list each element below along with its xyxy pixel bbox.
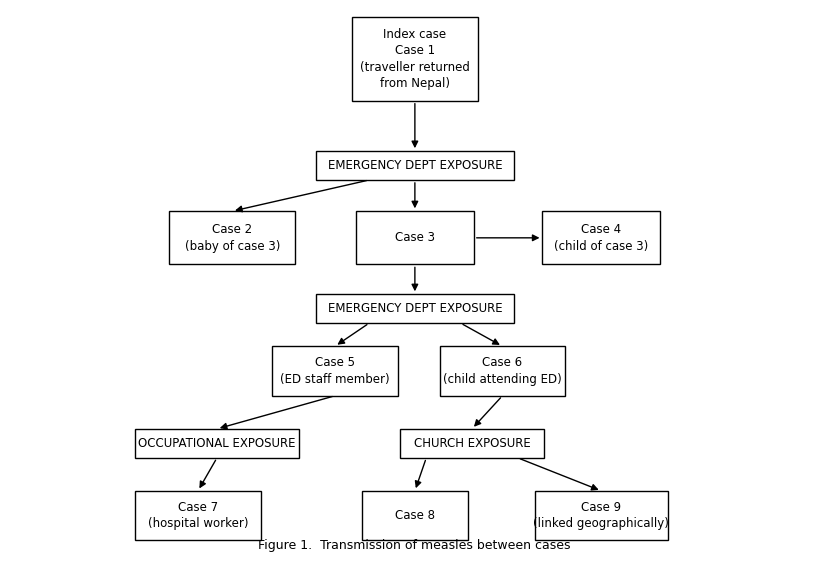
- Bar: [534, 491, 667, 540]
- Text: Figure 1.  Transmission of measles between cases: Figure 1. Transmission of measles betwee…: [258, 539, 570, 552]
- Text: Case 6
(child attending ED): Case 6 (child attending ED): [442, 356, 561, 386]
- Bar: [135, 429, 298, 458]
- Text: Case 2
(baby of case 3): Case 2 (baby of case 3): [185, 223, 280, 252]
- Bar: [169, 211, 295, 264]
- Text: Case 3: Case 3: [394, 231, 435, 244]
- Bar: [542, 211, 660, 264]
- Bar: [352, 17, 477, 101]
- Bar: [355, 211, 474, 264]
- Text: EMERGENCY DEPT EXPOSURE: EMERGENCY DEPT EXPOSURE: [327, 302, 502, 315]
- Text: Index case
Case 1
(traveller returned
from Nepal): Index case Case 1 (traveller returned fr…: [359, 28, 469, 90]
- Text: Case 9
(linked geographically): Case 9 (linked geographically): [532, 501, 668, 530]
- Bar: [361, 491, 468, 540]
- Bar: [272, 346, 397, 396]
- Text: Case 8: Case 8: [394, 509, 435, 522]
- Text: OCCUPATIONAL EXPOSURE: OCCUPATIONAL EXPOSURE: [138, 437, 296, 450]
- Text: CHURCH EXPOSURE: CHURCH EXPOSURE: [413, 437, 530, 450]
- Text: Case 7
(hospital worker): Case 7 (hospital worker): [147, 501, 248, 530]
- Text: Case 4
(child of case 3): Case 4 (child of case 3): [554, 223, 647, 252]
- Text: EMERGENCY DEPT EXPOSURE: EMERGENCY DEPT EXPOSURE: [327, 159, 502, 172]
- Text: Case 5
(ED staff member): Case 5 (ED staff member): [280, 356, 389, 386]
- Bar: [399, 429, 544, 458]
- Bar: [315, 151, 513, 180]
- Bar: [315, 294, 513, 323]
- Bar: [439, 346, 565, 396]
- Bar: [135, 491, 261, 540]
